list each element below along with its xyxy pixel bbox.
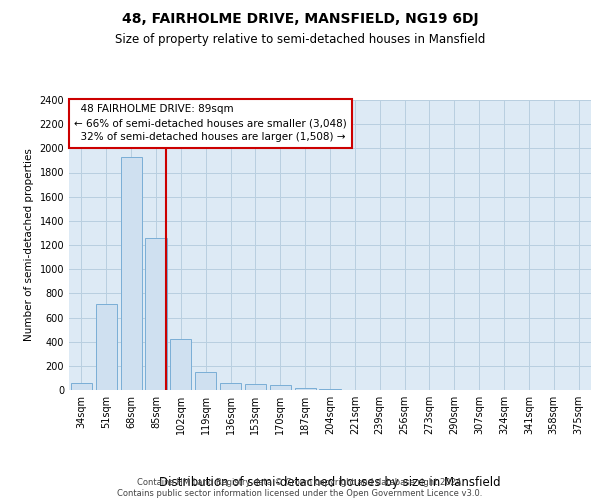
Y-axis label: Number of semi-detached properties: Number of semi-detached properties xyxy=(24,148,34,342)
Bar xyxy=(96,304,117,390)
Bar xyxy=(245,384,266,390)
Bar xyxy=(145,238,167,390)
X-axis label: Distribution of semi-detached houses by size in Mansfield: Distribution of semi-detached houses by … xyxy=(159,476,501,489)
Bar xyxy=(270,385,291,390)
Bar xyxy=(295,388,316,390)
Bar xyxy=(195,372,216,390)
Text: 48 FAIRHOLME DRIVE: 89sqm
← 66% of semi-detached houses are smaller (3,048)
  32: 48 FAIRHOLME DRIVE: 89sqm ← 66% of semi-… xyxy=(74,104,347,142)
Bar xyxy=(319,388,341,390)
Text: Contains HM Land Registry data © Crown copyright and database right 2024.
Contai: Contains HM Land Registry data © Crown c… xyxy=(118,478,482,498)
Bar xyxy=(170,338,191,390)
Text: 48, FAIRHOLME DRIVE, MANSFIELD, NG19 6DJ: 48, FAIRHOLME DRIVE, MANSFIELD, NG19 6DJ xyxy=(122,12,478,26)
Text: Size of property relative to semi-detached houses in Mansfield: Size of property relative to semi-detach… xyxy=(115,32,485,46)
Bar xyxy=(71,383,92,390)
Bar xyxy=(121,157,142,390)
Bar xyxy=(220,383,241,390)
